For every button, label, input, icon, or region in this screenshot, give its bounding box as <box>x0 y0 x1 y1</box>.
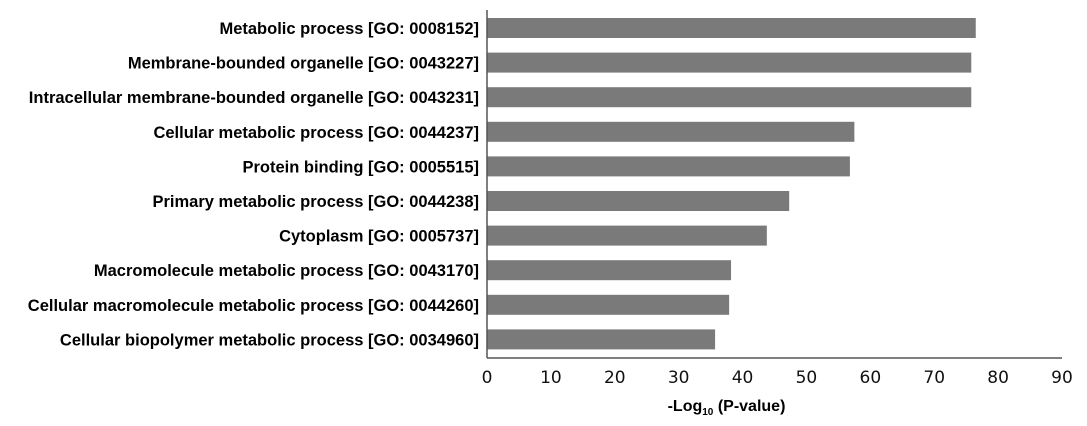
x-axis-title-subscript: 10 <box>702 407 714 418</box>
x-ticks-group: 0 10 20 30 40 50 60 70 80 90 <box>482 368 1073 388</box>
x-tick-label: 10 <box>540 368 562 388</box>
x-tick-label: 90 <box>1051 368 1073 388</box>
x-tick-label: 20 <box>604 368 626 388</box>
category-label: Intracellular membrane-bounded organelle… <box>29 89 479 107</box>
category-label: Primary metabolic process [GO: 0044238] <box>153 193 480 211</box>
x-tick-label: 0 <box>482 368 493 388</box>
bar <box>487 52 972 73</box>
bars-group <box>487 18 976 350</box>
category-label: Macromolecule metabolic process [GO: 004… <box>94 262 479 280</box>
x-tick-label: 40 <box>732 368 754 388</box>
category-label: Membrane-bounded organelle [GO: 0043227] <box>128 55 479 73</box>
bar <box>487 225 767 246</box>
category-label: Cellular biopolymer metabolic process [G… <box>60 331 479 349</box>
x-tick-label: 30 <box>668 368 690 388</box>
category-label: Cytoplasm [GO: 0005737] <box>279 228 479 246</box>
bar <box>487 87 972 108</box>
category-label: Cellular macromolecule metabolic process… <box>28 297 479 315</box>
bar <box>487 260 732 281</box>
x-axis-title-rest: (P-value) <box>713 398 785 415</box>
x-axis-title-main: -Log <box>668 398 703 415</box>
bar <box>487 156 850 177</box>
bar <box>487 121 855 142</box>
category-label: Metabolic process [GO: 0008152] <box>219 20 479 38</box>
x-tick-label: 70 <box>923 368 945 388</box>
bar <box>487 18 976 38</box>
category-labels-group: Metabolic process [GO: 0008152] Membrane-… <box>28 20 479 349</box>
bar <box>487 191 790 211</box>
category-label: Cellular metabolic process [GO: 0044237] <box>153 124 479 142</box>
bar <box>487 294 730 315</box>
category-label: Protein binding [GO: 0005515] <box>242 158 479 176</box>
bar <box>487 329 716 350</box>
x-tick-label: 60 <box>860 368 882 388</box>
x-tick-label: 80 <box>987 368 1009 388</box>
x-axis-title: -Log10 (P-value) <box>668 398 786 418</box>
x-tick-label: 50 <box>796 368 818 388</box>
